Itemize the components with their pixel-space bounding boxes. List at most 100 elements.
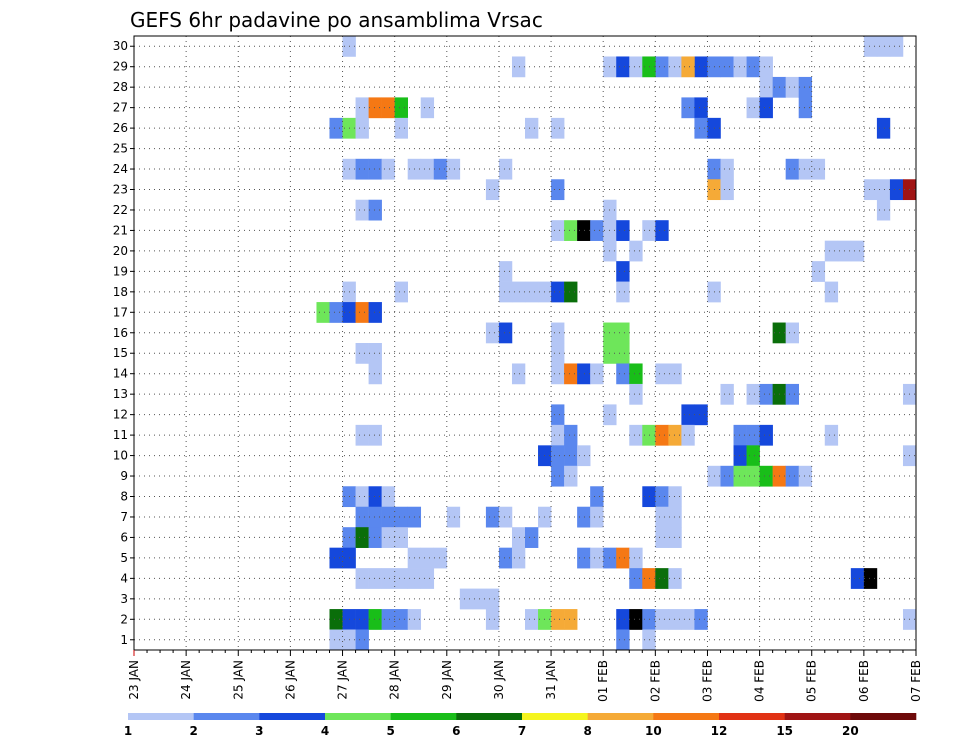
heatmap-cell <box>746 445 760 467</box>
heatmap-cell <box>485 322 500 344</box>
heatmap-cell <box>681 97 695 119</box>
heatmap-cell <box>355 343 369 364</box>
heatmap-cell <box>355 506 369 528</box>
heatmap-cell <box>459 588 474 610</box>
heatmap-cell <box>655 363 669 385</box>
legend-label: 2 <box>189 724 197 738</box>
heatmap-cell <box>655 220 669 241</box>
heatmap-cell <box>811 261 826 282</box>
heatmap-cell <box>498 322 513 344</box>
x-tick-label: 31 JAN <box>544 660 558 700</box>
heatmap-cell <box>590 363 604 385</box>
legend: 1 2 3 4 5 6 7 8 10 12 15 20 <box>124 713 917 738</box>
heatmap-cell <box>733 465 747 487</box>
heatmap-cell <box>368 343 382 364</box>
heatmap-cell <box>355 486 369 508</box>
heatmap-cell <box>485 609 500 630</box>
heatmap-cell <box>720 465 734 487</box>
heatmap-cell <box>629 547 643 569</box>
heatmap-cell <box>498 158 513 180</box>
x-tick-label: 05 FEB <box>805 660 819 702</box>
y-tick-label: 13 <box>113 387 128 401</box>
legend-swatch <box>587 713 654 720</box>
heatmap-cell <box>616 322 630 344</box>
y-tick-label: 15 <box>113 346 128 360</box>
heatmap-cell <box>551 117 565 139</box>
y-tick-label: 23 <box>113 183 128 197</box>
y-tick-label: 21 <box>113 223 128 237</box>
heatmap-cell <box>824 424 839 446</box>
x-tick-label: 29 JAN <box>440 660 454 700</box>
heatmap-cell <box>329 302 343 323</box>
y-tick-label: 24 <box>113 162 128 176</box>
heatmap-cell <box>577 506 591 528</box>
heatmap-cell <box>368 506 382 528</box>
y-tick-label: 4 <box>120 571 128 585</box>
legend-label: 20 <box>842 724 859 738</box>
heatmap-cell <box>798 465 813 487</box>
heatmap-cell <box>329 609 343 630</box>
heatmap-cell <box>720 56 734 78</box>
y-tick-label: 14 <box>113 367 128 381</box>
heatmap-cell <box>629 424 643 446</box>
heatmap-cell <box>616 629 630 651</box>
heatmap-cell <box>551 424 565 446</box>
y-tick-label: 25 <box>113 142 128 156</box>
heatmap-cell <box>720 158 734 180</box>
heatmap-cell <box>590 486 604 508</box>
heatmap-cell <box>733 56 747 78</box>
y-tick-label: 7 <box>120 510 128 524</box>
legend-swatch <box>719 713 785 720</box>
grid-lines <box>134 36 916 650</box>
heatmap-cell <box>681 404 695 426</box>
chart-title: GEFS 6hr padavine po ansamblima Vrsac <box>130 8 543 32</box>
heatmap-cell <box>616 609 630 630</box>
heatmap-cell <box>798 97 813 119</box>
heatmap-cell <box>655 486 669 508</box>
heatmap-cell <box>759 424 773 446</box>
heatmap-cell <box>616 261 630 282</box>
y-tick-label: 29 <box>113 60 128 74</box>
heatmap-cell <box>876 36 891 57</box>
heatmap-cell <box>733 424 747 446</box>
heatmap-cell <box>355 158 369 180</box>
heatmap-cell <box>629 609 643 630</box>
heatmap-cell <box>551 343 565 364</box>
heatmap-cell <box>551 179 565 201</box>
heatmap-cell <box>694 56 708 78</box>
legend-swatch <box>390 713 457 720</box>
heatmap-cell <box>485 588 500 610</box>
heatmap-cell <box>498 547 513 569</box>
heatmap-cell <box>368 97 382 119</box>
heatmap-cell <box>433 547 448 569</box>
y-tick-label: 26 <box>113 121 128 135</box>
heatmap-cell <box>863 568 878 589</box>
heatmap-cell <box>577 220 591 241</box>
heatmap-cell <box>368 486 382 508</box>
heatmap-cell <box>681 424 695 446</box>
heatmap-cell <box>511 363 526 385</box>
x-tick-label: 24 JAN <box>179 660 193 700</box>
x-tick-label: 04 FEB <box>753 660 767 702</box>
heatmap-cell <box>824 240 839 262</box>
heatmap-cell <box>394 609 408 630</box>
heatmap-cells <box>316 36 917 651</box>
heatmap-cell <box>785 158 799 180</box>
heatmap-cell <box>446 158 461 180</box>
heatmap-cell <box>876 117 891 139</box>
legend-label: 3 <box>255 724 263 738</box>
heatmap-cell <box>668 486 682 508</box>
heatmap-cell <box>785 76 799 98</box>
heatmap-cell <box>511 281 526 303</box>
y-tick-label: 11 <box>113 428 128 442</box>
x-tick-label: 02 FEB <box>648 660 662 702</box>
heatmap-cell <box>616 281 630 303</box>
heatmap-cell <box>564 445 578 467</box>
heatmap-cell <box>759 465 773 487</box>
heatmap-cell <box>642 424 656 446</box>
heatmap-cell <box>720 383 734 405</box>
x-tick-label: 01 FEB <box>596 660 610 702</box>
heatmap-cell <box>616 56 630 78</box>
x-tick-label: 23 JAN <box>127 660 141 700</box>
